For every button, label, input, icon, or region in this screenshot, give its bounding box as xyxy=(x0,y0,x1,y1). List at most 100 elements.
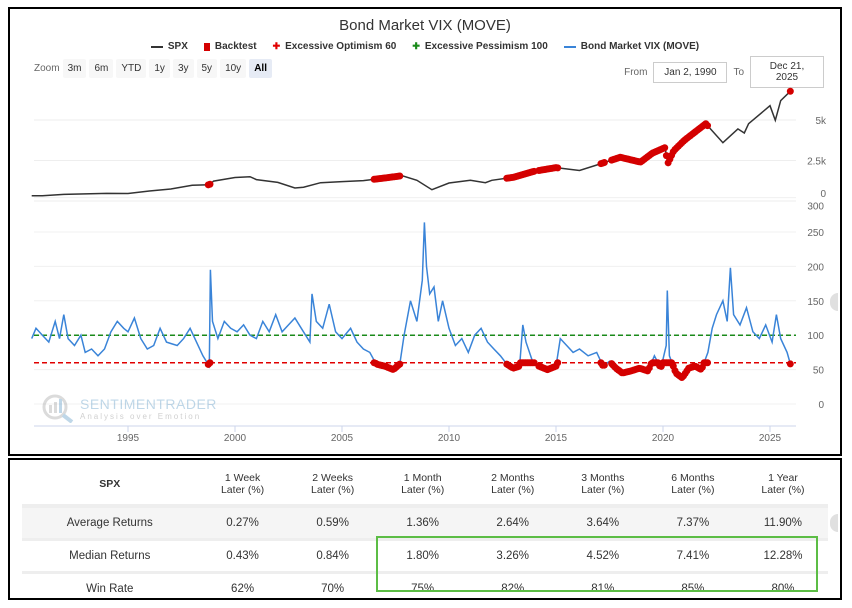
star-swatch-icon: ✚ xyxy=(412,41,420,51)
backtest-point-spx[interactable] xyxy=(786,87,794,95)
from-date-input[interactable]: Jan 2, 1990 xyxy=(653,61,728,83)
header-line: Later (%) xyxy=(491,484,535,496)
lower-y-tick-label: 150 xyxy=(807,297,824,308)
move-series-line[interactable] xyxy=(31,222,792,379)
line-swatch-icon xyxy=(150,45,163,48)
table-cell: 75% xyxy=(377,571,468,604)
table-cell: 62% xyxy=(197,571,288,604)
x-tick-label: 2015 xyxy=(545,433,568,444)
legend-item[interactable]: Backtest xyxy=(203,41,257,52)
column-header: 3 Months Later (%) xyxy=(557,464,648,508)
legend-item[interactable]: ✚ Excessive Pessimism 100 xyxy=(412,41,547,52)
lower-y-tick-label: 300 xyxy=(807,202,824,213)
table-cell: 11.90% xyxy=(737,506,828,540)
table-cell: 1.36% xyxy=(377,506,468,540)
table-cell: 80% xyxy=(737,571,828,604)
pane-resize-handle[interactable] xyxy=(830,293,838,311)
column-header: SPX xyxy=(22,464,198,508)
row-label: Win Rate xyxy=(22,571,198,604)
watermark-logo: SENTIMENTRADER Analysis over Emotion xyxy=(40,393,217,423)
x-tick-label: 1995 xyxy=(117,433,140,444)
table-cell: 0.27% xyxy=(197,506,288,540)
backtest-point-spx[interactable] xyxy=(554,164,562,172)
header-line: Later (%) xyxy=(311,484,355,496)
zoom-button-3y[interactable]: 3y xyxy=(172,59,194,78)
column-header: 2 Months Later (%) xyxy=(467,464,558,508)
zoom-button-6m[interactable]: 6m xyxy=(89,59,114,78)
zoom-button-3m[interactable]: 3m xyxy=(62,59,87,78)
backtest-point-move[interactable] xyxy=(554,359,562,367)
header-line: 1 Year xyxy=(768,472,798,484)
zoom-button-ytd[interactable]: YTD xyxy=(116,59,147,78)
zoom-controls: Zoom 3m 6m YTD 1y 3y 5y 10y All xyxy=(34,59,272,78)
table-cell: 1.80% xyxy=(377,538,468,573)
lower-y-tick-label: 0 xyxy=(818,400,824,411)
backtest-point-move[interactable] xyxy=(396,360,404,368)
table-cell: 0.59% xyxy=(287,506,378,540)
header-line: 2 Weeks xyxy=(312,472,353,484)
legend-label: Bond Market VIX (MOVE) xyxy=(580,41,700,52)
table-cell: 81% xyxy=(557,571,648,604)
header-line: Later (%) xyxy=(401,484,445,496)
row-label: Average Returns xyxy=(22,506,198,540)
header-line: Later (%) xyxy=(671,484,715,496)
legend-label: SPX xyxy=(167,41,188,52)
zoom-button-5y[interactable]: 5y xyxy=(196,59,218,78)
scroll-handle[interactable] xyxy=(830,514,838,532)
backtest-point-spx[interactable] xyxy=(206,180,214,188)
to-date-input[interactable]: Dec 21, 2025 xyxy=(750,56,824,88)
column-header: 1 Year Later (%) xyxy=(737,464,828,508)
header-line: 1 Month xyxy=(403,472,442,484)
line-swatch-icon xyxy=(563,45,576,48)
table-cell: 7.41% xyxy=(647,538,738,573)
x-tick-label: 2000 xyxy=(224,433,247,444)
to-label: To xyxy=(733,66,744,78)
chart-title: Bond Market VIX (MOVE) xyxy=(339,17,511,34)
square-swatch-icon xyxy=(203,42,210,51)
column-header: 6 Months Later (%) xyxy=(647,464,738,508)
backtest-point-move[interactable] xyxy=(786,360,794,368)
upper-y-tick-label: 0 xyxy=(820,189,826,200)
legend-label: Excessive Pessimism 100 xyxy=(424,41,548,52)
watermark-tagline: Analysis over Emotion xyxy=(80,411,202,421)
legend-item[interactable]: ✚ Excessive Optimism 60 xyxy=(273,41,397,52)
header-line: 6 Months xyxy=(671,472,715,484)
backtest-point-move[interactable] xyxy=(206,359,214,367)
table-cell: 0.43% xyxy=(197,538,288,573)
backtest-point-spx[interactable] xyxy=(600,159,608,167)
zoom-button-all[interactable]: All xyxy=(249,59,272,78)
backtest-point-spx[interactable] xyxy=(661,144,669,152)
x-tick-label: 2005 xyxy=(331,433,354,444)
x-tick-label: 2025 xyxy=(759,433,782,444)
chart-panel: Bond Market VIX (MOVE) SPX Backtest ✚ Exces… xyxy=(8,7,842,456)
table-cell: 7.37% xyxy=(647,506,738,540)
table-row: Median Returns 0.43% 0.84% 1.80% 3.26% 4.52% 7… xyxy=(22,538,828,573)
backtest-point-spx[interactable] xyxy=(704,122,712,130)
header-line: Later (%) xyxy=(220,484,265,496)
table-cell: 12.28% xyxy=(737,538,828,573)
upper-y-tick-label: 2.5k xyxy=(807,157,827,168)
backtest-point-spx[interactable] xyxy=(396,172,404,180)
header-line: 1 Week xyxy=(224,472,261,484)
column-header: 1 Month Later (%) xyxy=(377,464,468,508)
chart-legend: SPX Backtest ✚ Excessive Optimism 60 ✚ Excess… xyxy=(10,41,840,52)
backtest-point-move[interactable] xyxy=(600,361,608,369)
table-row: Average Returns 0.27% 0.59% 1.36% 2.64% 3.64%… xyxy=(22,506,828,540)
legend-item[interactable]: SPX xyxy=(150,41,188,52)
backtest-point-move[interactable] xyxy=(704,359,712,367)
zoom-button-10y[interactable]: 10y xyxy=(220,59,247,78)
table-cell: 4.52% xyxy=(557,538,648,573)
header-line: 3 Months xyxy=(581,472,625,484)
table-cell: 2.64% xyxy=(467,506,558,540)
zoom-button-1y[interactable]: 1y xyxy=(149,59,170,78)
legend-item[interactable]: Bond Market VIX (MOVE) xyxy=(563,41,700,52)
column-header: 2 Weeks Later (%) xyxy=(287,464,378,508)
x-tick-label: 2020 xyxy=(652,433,675,444)
zoom-label: Zoom xyxy=(34,63,60,74)
table-cell: 70% xyxy=(287,571,378,604)
magnifier-chart-icon xyxy=(42,394,74,423)
legend-label: Backtest xyxy=(214,41,257,52)
legend-label: Excessive Optimism 60 xyxy=(285,41,397,52)
star-swatch-icon: ✚ xyxy=(272,41,281,51)
plot-area[interactable]: 0 2.5k 5k 0 50 100 150 200 250 300 1995 2000 2005 201… xyxy=(10,9,840,454)
